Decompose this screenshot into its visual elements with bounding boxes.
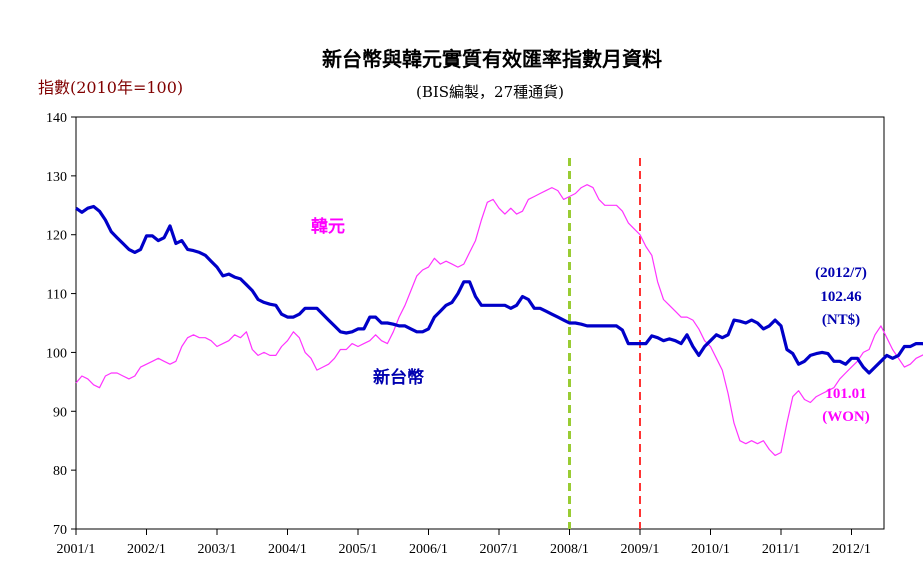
krw-end-unit: (WON) [822,409,870,425]
x-tick-label: 2009/1 [621,542,660,557]
twd-series-label: 新台幣 [373,367,424,388]
y-tick-label: 70 [53,523,67,538]
plot-frame [75,116,885,530]
twd-end-unit: (NT$) [822,312,860,328]
series-lines [75,184,923,456]
x-tick-label: 2012/1 [832,542,871,557]
y-tick-label: 120 [46,229,67,244]
y-tick-label: 140 [46,111,67,126]
chart-title: 新台幣與韓元實質有效匯率指數月資料 [322,47,662,71]
x-tick-label: 2011/1 [762,542,800,557]
y-tick-label: 80 [53,464,67,479]
krw-end-value: 101.01 [825,386,866,402]
x-tick-label: 2010/1 [691,542,730,557]
x-tick-label: 2008/1 [550,542,589,557]
x-tick-label: 2006/1 [409,542,448,557]
x-tick-label: 2007/1 [480,542,519,557]
y-tick-label: 130 [46,170,67,185]
krw-series-label: 韓元 [311,216,345,237]
x-tick-label: 2002/1 [127,542,166,557]
y-tick-label: 110 [47,288,67,303]
krw-line [75,184,923,456]
twd-line [75,204,923,375]
x-tick-label: 2004/1 [268,542,307,557]
y-tick-labels: 70 80 90 100 110 120 130 140 [46,111,67,538]
y-axis-label: 指數(2010年=100) [38,78,183,97]
y-tick-label: 100 [46,346,67,361]
x-tick-label: 2003/1 [198,542,237,557]
chart-subtitle: (BIS編製，27種通貨) [416,83,564,101]
x-tick-labels: 2001/1 2002/1 2003/1 2004/1 2005/1 2006/1 2007… [57,542,871,557]
x-tick-label: 2005/1 [339,542,378,557]
y-tick-label: 90 [53,405,67,420]
x-tick-label: 2001/1 [57,542,96,557]
axes [71,116,885,535]
twd-end-date: (2012/7) [815,265,867,281]
twd-end-value: 102.46 [820,289,862,305]
